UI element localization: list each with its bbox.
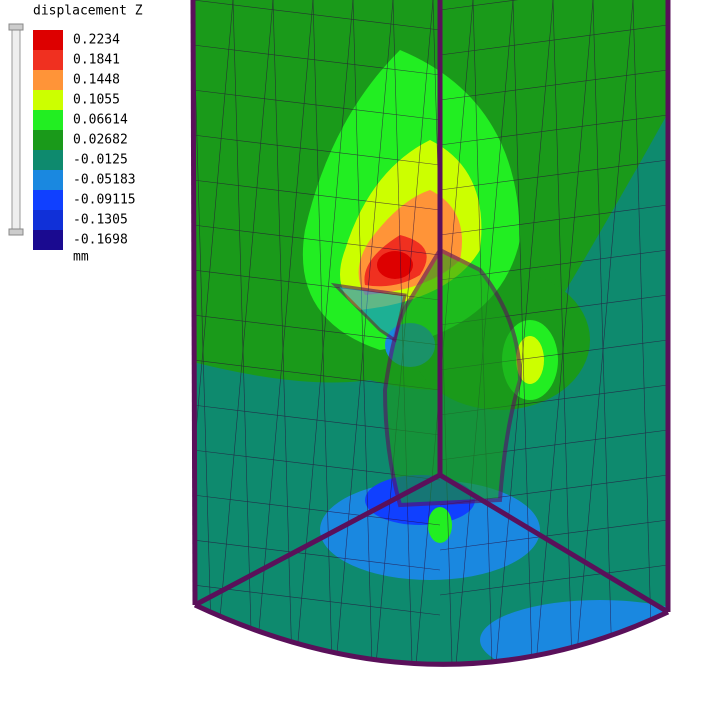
- legend-swatch: [33, 50, 63, 70]
- legend-label: 0.1448: [73, 73, 120, 88]
- legend-swatch: [33, 110, 63, 130]
- legend-swatch: [33, 30, 63, 50]
- mesh-line: [292, 0, 354, 665]
- mesh-line: [193, 224, 441, 256]
- legend-swatch: [33, 70, 63, 90]
- mesh-line: [193, 0, 234, 665]
- mesh-line: [193, 134, 441, 166]
- legend-swatch: [33, 210, 63, 230]
- legend-label: -0.1698: [73, 233, 128, 248]
- legend-swatch: [33, 130, 63, 150]
- legend-swatch: [33, 90, 63, 110]
- mesh-line: [439, 519, 668, 551]
- legend-slider[interactable]: [11, 26, 21, 234]
- mesh-line: [439, 204, 668, 236]
- mesh-line: [492, 0, 554, 665]
- contour-plot: [193, 0, 668, 665]
- mesh-line: [439, 564, 668, 596]
- legend-label: 0.1055: [73, 93, 120, 108]
- legend-label: -0.1305: [73, 213, 128, 228]
- mesh-line: [439, 0, 668, 11]
- slider-handle[interactable]: [8, 23, 24, 31]
- mesh-line: [332, 0, 394, 665]
- mesh-line: [212, 0, 274, 665]
- legend-label: 0.1841: [73, 53, 120, 68]
- legend-label: -0.05183: [73, 173, 136, 188]
- legend-label: 0.06614: [73, 113, 128, 128]
- mesh-line: [193, 539, 441, 571]
- mesh-line: [193, 584, 441, 616]
- mesh-line: [632, 0, 654, 665]
- mesh-line: [572, 0, 634, 665]
- legend-swatch: [33, 230, 63, 250]
- mesh-line: [252, 0, 314, 665]
- cylinder-edges: [190, 0, 671, 667]
- legend-label: 0.2234: [73, 33, 120, 48]
- legend: displacement Z mm 0.2234 0.1841 0.1448 0.10…: [8, 4, 143, 265]
- legend-swatch: [33, 190, 63, 210]
- mesh-line: [193, 0, 194, 665]
- mesh-line: [193, 494, 441, 526]
- mesh-line: [439, 69, 668, 101]
- mesh-line: [439, 114, 668, 146]
- legend-label: 0.02682: [73, 133, 128, 148]
- mesh-line: [193, 0, 441, 31]
- legend-label: -0.0125: [73, 153, 128, 168]
- mesh-line: [532, 0, 594, 665]
- legend-label: -0.09115: [73, 193, 136, 208]
- legend-title: displacement Z: [33, 4, 143, 19]
- slider-handle[interactable]: [8, 228, 24, 236]
- legend-swatch: [33, 170, 63, 190]
- mesh-line: [193, 89, 441, 121]
- legend-swatch: [33, 150, 63, 170]
- legend-unit: mm: [73, 250, 89, 265]
